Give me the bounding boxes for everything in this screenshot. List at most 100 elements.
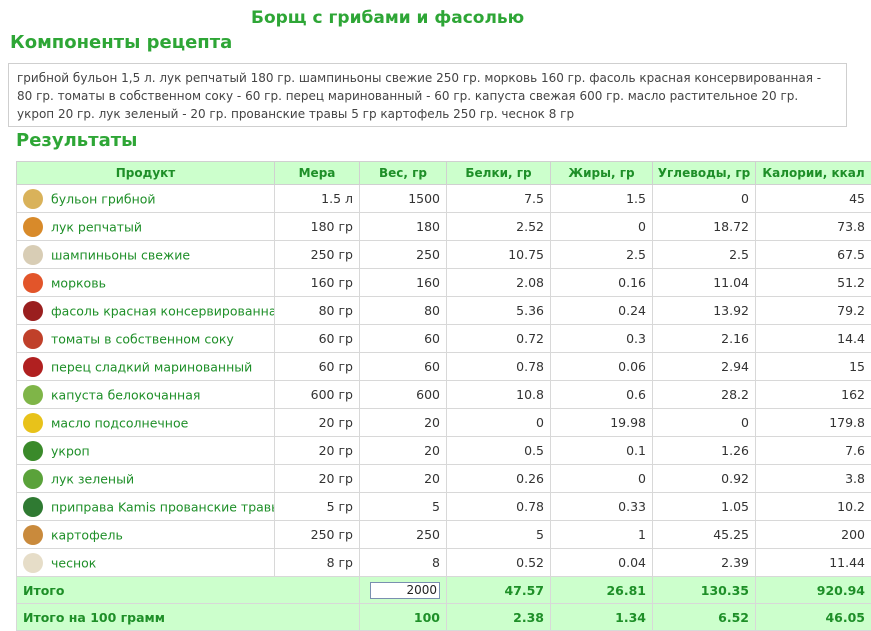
product-name-link[interactable]: фасоль красная консервированная	[51, 303, 275, 318]
kcal-cell: 14.4	[756, 325, 871, 353]
measure-cell: 250 гр	[275, 241, 360, 269]
kcal-cell: 162	[756, 381, 871, 409]
header-kcal: Калории, ккал	[756, 162, 871, 185]
weight-cell: 80	[360, 297, 447, 325]
protein-cell: 10.8	[447, 381, 551, 409]
protein-cell: 2.52	[447, 213, 551, 241]
measure-cell: 1.5 л	[275, 185, 360, 213]
carbs-cell: 2.39	[653, 549, 756, 577]
product-name-link[interactable]: укроп	[51, 443, 90, 458]
carrot-icon	[23, 273, 43, 293]
header-measure: Мера	[275, 162, 360, 185]
product-name-link[interactable]: масло подсолнечное	[51, 415, 188, 430]
product-name-link[interactable]: морковь	[51, 275, 106, 290]
protein-cell: 2.08	[447, 269, 551, 297]
product-cell: укроп	[17, 437, 275, 465]
page-title: Борщ с грибами и фасолью	[251, 8, 651, 28]
product-name-link[interactable]: шампиньоны свежие	[51, 247, 190, 262]
product-name-link[interactable]: картофель	[51, 527, 123, 542]
fat-cell: 0.6	[551, 381, 653, 409]
total-carbs: 130.35	[653, 577, 756, 604]
onion-icon	[23, 217, 43, 237]
broth-icon	[23, 189, 43, 209]
measure-cell: 60 гр	[275, 325, 360, 353]
product-name-link[interactable]: приправа Kamis прованские травы	[51, 499, 275, 514]
product-name-link[interactable]: бульон грибной	[51, 191, 156, 206]
product-cell: томаты в собственном соку	[17, 325, 275, 353]
carbs-cell: 0	[653, 409, 756, 437]
ingredients-text: грибной бульон 1,5 л. лук репчатый 180 г…	[8, 63, 847, 127]
product-cell: шампиньоны свежие	[17, 241, 275, 269]
fat-cell: 0.3	[551, 325, 653, 353]
product-cell: приправа Kamis прованские травы	[17, 493, 275, 521]
total-weight-input[interactable]	[370, 582, 440, 599]
results-table: Продукт Мера Вес, гр Белки, гр Жиры, гр …	[16, 161, 871, 631]
per100-fat: 1.34	[551, 604, 653, 631]
kcal-cell: 3.8	[756, 465, 871, 493]
carbs-cell: 2.16	[653, 325, 756, 353]
measure-cell: 20 гр	[275, 437, 360, 465]
fat-cell: 0.33	[551, 493, 653, 521]
per100-kcal: 46.05	[756, 604, 871, 631]
product-cell: бульон грибной	[17, 185, 275, 213]
protein-cell: 0.26	[447, 465, 551, 493]
product-cell: масло подсолнечное	[17, 409, 275, 437]
product-name-link[interactable]: лук зеленый	[51, 471, 134, 486]
measure-cell: 5 гр	[275, 493, 360, 521]
product-name-link[interactable]: капуста белокочанная	[51, 387, 200, 402]
product-name-link[interactable]: чеснок	[51, 555, 96, 570]
header-protein: Белки, гр	[447, 162, 551, 185]
carbs-cell: 0	[653, 185, 756, 213]
fat-cell: 0.16	[551, 269, 653, 297]
kcal-cell: 67.5	[756, 241, 871, 269]
kcal-cell: 73.8	[756, 213, 871, 241]
carbs-cell: 11.04	[653, 269, 756, 297]
total-fat: 26.81	[551, 577, 653, 604]
weight-cell: 5	[360, 493, 447, 521]
protein-cell: 5	[447, 521, 551, 549]
fat-cell: 0.04	[551, 549, 653, 577]
measure-cell: 600 гр	[275, 381, 360, 409]
weight-cell: 180	[360, 213, 447, 241]
carbs-cell: 1.26	[653, 437, 756, 465]
carbs-cell: 45.25	[653, 521, 756, 549]
herbs-packet-icon	[23, 497, 43, 517]
weight-cell: 20	[360, 437, 447, 465]
product-cell: капуста белокочанная	[17, 381, 275, 409]
measure-cell: 160 гр	[275, 269, 360, 297]
weight-cell: 60	[360, 353, 447, 381]
measure-cell: 20 гр	[275, 465, 360, 493]
product-name-link[interactable]: томаты в собственном соку	[51, 331, 234, 346]
weight-cell: 1500	[360, 185, 447, 213]
beans-icon	[23, 301, 43, 321]
product-cell: чеснок	[17, 549, 275, 577]
pepper-icon	[23, 357, 43, 377]
weight-cell: 20	[360, 409, 447, 437]
product-cell: картофель	[17, 521, 275, 549]
weight-cell: 8	[360, 549, 447, 577]
product-name-link[interactable]: лук репчатый	[51, 219, 142, 234]
product-cell: лук зеленый	[17, 465, 275, 493]
fat-cell: 1	[551, 521, 653, 549]
carbs-cell: 1.05	[653, 493, 756, 521]
fat-cell: 0	[551, 465, 653, 493]
potato-icon	[23, 525, 43, 545]
carbs-cell: 2.94	[653, 353, 756, 381]
carbs-cell: 28.2	[653, 381, 756, 409]
kcal-cell: 79.2	[756, 297, 871, 325]
kcal-cell: 51.2	[756, 269, 871, 297]
product-name-link[interactable]: перец сладкий маринованный	[51, 359, 252, 374]
carbs-cell: 0.92	[653, 465, 756, 493]
protein-cell: 0	[447, 409, 551, 437]
measure-cell: 8 гр	[275, 549, 360, 577]
measure-cell: 20 гр	[275, 409, 360, 437]
